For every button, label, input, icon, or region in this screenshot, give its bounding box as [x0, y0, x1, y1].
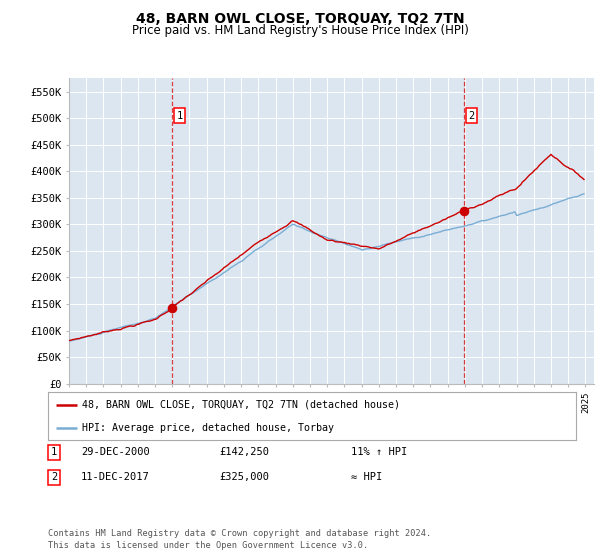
Text: £142,250: £142,250 — [219, 447, 269, 458]
Text: 2: 2 — [51, 472, 57, 482]
Point — [167, 304, 177, 312]
Text: Contains HM Land Registry data © Crown copyright and database right 2024.
This d: Contains HM Land Registry data © Crown c… — [48, 529, 431, 550]
Text: ≈ HPI: ≈ HPI — [351, 472, 382, 482]
Text: 1: 1 — [176, 110, 183, 120]
Text: £325,000: £325,000 — [219, 472, 269, 482]
Text: 11% ↑ HPI: 11% ↑ HPI — [351, 447, 407, 458]
Point — [459, 207, 469, 216]
Text: 2: 2 — [469, 110, 475, 120]
Text: 11-DEC-2017: 11-DEC-2017 — [81, 472, 150, 482]
Text: HPI: Average price, detached house, Torbay: HPI: Average price, detached house, Torb… — [82, 423, 334, 433]
Text: 48, BARN OWL CLOSE, TORQUAY, TQ2 7TN (detached house): 48, BARN OWL CLOSE, TORQUAY, TQ2 7TN (de… — [82, 400, 400, 410]
Text: Price paid vs. HM Land Registry's House Price Index (HPI): Price paid vs. HM Land Registry's House … — [131, 24, 469, 36]
Text: 1: 1 — [51, 447, 57, 458]
Text: 48, BARN OWL CLOSE, TORQUAY, TQ2 7TN: 48, BARN OWL CLOSE, TORQUAY, TQ2 7TN — [136, 12, 464, 26]
Text: 29-DEC-2000: 29-DEC-2000 — [81, 447, 150, 458]
